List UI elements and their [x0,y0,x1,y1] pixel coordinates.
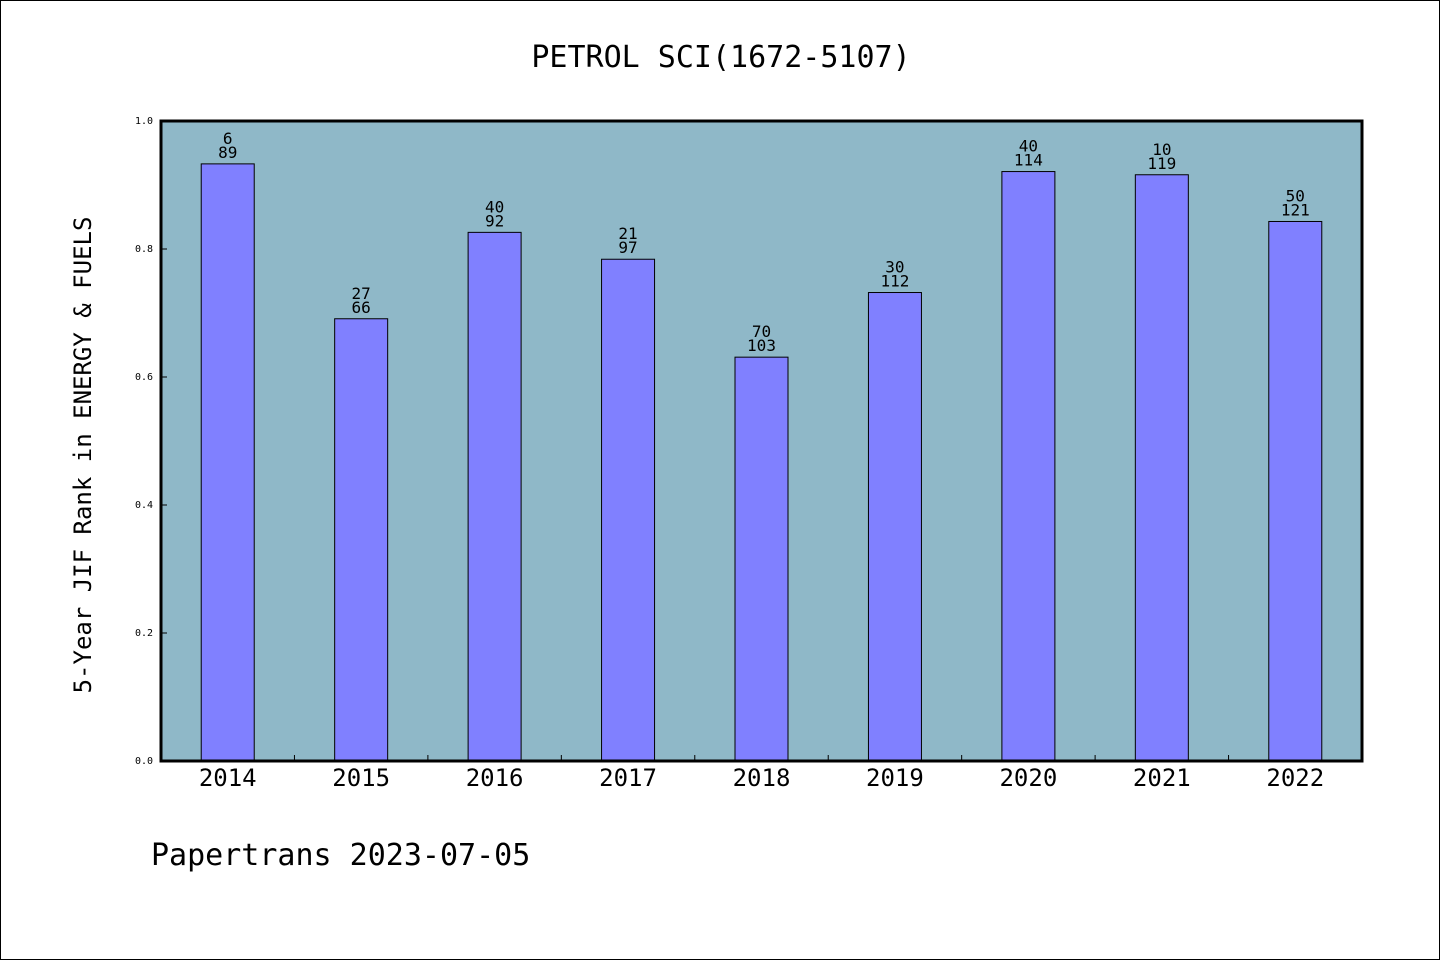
bar-rank-label: 27 [352,284,371,303]
y-tick-label: 0.8 [135,244,153,255]
plot-frame [159,119,1364,763]
bar-rank-label: 40 [485,197,504,216]
chart-title: PETROL SCI(1672-5107) [531,40,910,75]
bar-2020 [1001,171,1056,762]
y-tick-label: 0.4 [135,500,153,511]
bar-total-label: 92 [485,211,504,230]
bar-total-label: 114 [1014,151,1043,170]
x-tick-label: 2020 [999,764,1057,792]
bar-2018 [734,356,789,762]
bar-rank-label: 21 [618,224,637,243]
x-tick-label: 2022 [1266,764,1324,792]
y-tick-label: 0.2 [135,628,153,639]
bar-rank-label: 40 [1019,137,1038,156]
bar-2019 [867,292,922,762]
bar-2015 [334,318,389,762]
bar-rank-label: 50 [1286,186,1305,205]
y-axis-label: 5-Year JIF Rank in ENERGY & FUELS [69,217,97,694]
y-tick-label: 0.6 [135,372,153,383]
bar-total-label: 97 [618,238,637,257]
x-tick-label: 2014 [199,764,257,792]
bar-2014 [200,163,255,762]
bar-2021 [1134,174,1189,762]
x-tick-label: 2018 [733,764,791,792]
x-tick-label: 2019 [866,764,924,792]
x-tick-label: 2021 [1133,764,1191,792]
y-tick-label: 0.0 [135,756,153,767]
bar-2017 [601,258,656,762]
bar-2016 [467,231,522,762]
x-tick-label: 2015 [332,764,390,792]
bar-total-label: 103 [747,336,776,355]
bar-total-label: 66 [352,298,371,317]
bars-group [200,163,1323,762]
x-tick-label: 2017 [599,764,657,792]
y-tick-label: 1.0 [135,116,153,127]
bar-total-label: 112 [880,272,909,291]
bar-rank-label: 10 [1152,140,1171,159]
bar-2022 [1268,220,1323,762]
footer-watermark: Papertrans 2023-07-05 [151,838,530,873]
bar-rank-label: 70 [752,322,771,341]
x-axis-ticks: 2014 2015 2016 2017 2018 2019 2020 2021 2022 [199,755,1324,792]
bar-total-label: 119 [1147,154,1176,173]
bar-rank-label: 6 [223,129,233,148]
bar-total-label: 121 [1281,200,1310,219]
bar-rank-label: 30 [885,258,904,277]
x-tick-label: 2016 [466,764,524,792]
bar-total-label: 89 [218,143,237,162]
